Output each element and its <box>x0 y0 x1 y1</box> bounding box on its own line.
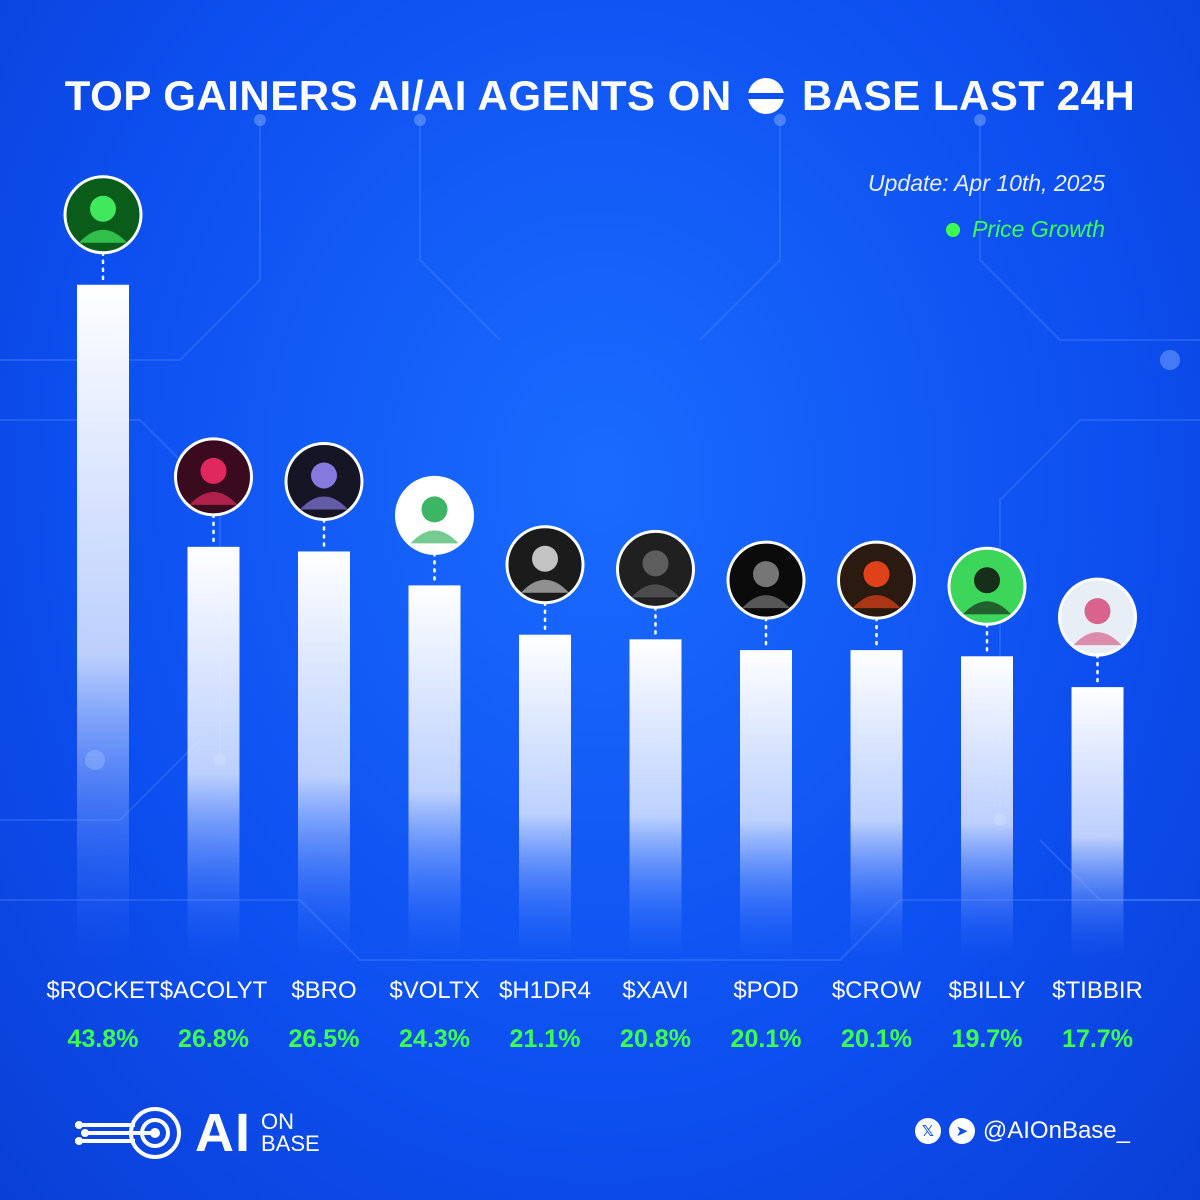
legend: Price Growth <box>946 216 1105 243</box>
value-label-3: 24.3% <box>399 1025 470 1053</box>
legend-dot-icon <box>946 222 961 237</box>
telegram-icon: ➤ <box>948 1118 975 1144</box>
category-label-3: $VOLTX <box>389 977 479 1004</box>
candlestick-chart-icon <box>395 475 474 555</box>
logo-ai-text: AI <box>195 1103 251 1163</box>
value-label-7: 20.1% <box>841 1025 912 1053</box>
bar-9 <box>1071 687 1124 960</box>
category-label-0: $ROCKET <box>46 977 160 1004</box>
plague-crow-icon <box>837 540 916 620</box>
bar-1 <box>187 546 240 960</box>
circuit-target-icon <box>75 1107 181 1159</box>
category-label-9: $TIBBIR <box>1052 977 1143 1004</box>
logo-on: ON <box>261 1109 294 1134</box>
value-label-2: 26.5% <box>289 1025 360 1053</box>
bar-8 <box>961 656 1013 960</box>
logo-base: BASE <box>261 1131 320 1156</box>
swirl-icon <box>726 540 806 620</box>
category-label-4: $H1DR4 <box>499 977 591 1004</box>
category-label-7: $CROW <box>832 977 922 1004</box>
category-label-1: $ACOLYT <box>160 977 268 1004</box>
value-label-9: 17.7% <box>1062 1025 1133 1053</box>
value-label-8: 19.7% <box>952 1025 1023 1053</box>
social-handle: 𝕏 ➤ @AIOnBase_ <box>914 1117 1130 1145</box>
legend-label: Price Growth <box>972 216 1105 242</box>
category-label-6: $POD <box>733 977 798 1004</box>
value-label-4: 21.1% <box>510 1025 581 1053</box>
bar-4 <box>519 634 571 960</box>
bar-7 <box>850 650 903 960</box>
frog-glasses-icon <box>1058 577 1137 657</box>
x-icon: 𝕏 <box>914 1118 941 1144</box>
bar-3 <box>408 585 461 960</box>
value-label-0: 43.8% <box>68 1025 139 1053</box>
category-label-5: $XAVI <box>622 977 688 1004</box>
value-label-5: 20.8% <box>620 1025 691 1053</box>
bar-5 <box>629 639 682 960</box>
bar-6 <box>740 650 792 960</box>
value-label-6: 20.1% <box>731 1025 802 1053</box>
update-date: Update: Apr 10th, 2025 <box>868 170 1105 196</box>
robot-head-icon <box>284 441 364 521</box>
bar-0 <box>77 284 129 960</box>
base-logo-icon <box>747 78 784 114</box>
handle-text: @AIOnBase_ <box>982 1117 1130 1144</box>
hooded-figure-icon <box>616 529 695 609</box>
title-left: TOP GAINERS AI/AI AGENTS ON <box>64 72 732 119</box>
ai-on-base-logo: AI ON BASE <box>75 1102 320 1164</box>
title-right: BASE LAST 24H <box>802 72 1136 119</box>
headphones-silhouette-icon <box>947 546 1027 626</box>
chart-title: TOP GAINERS AI/AI AGENTS ON BASE LAST 24… <box>0 72 1200 120</box>
dragon-emblem-icon <box>505 525 585 605</box>
red-circuit-head-icon <box>174 437 253 517</box>
bar-2 <box>298 551 350 960</box>
pixel-cat-coder-icon <box>63 175 143 255</box>
category-label-8: $BILLY <box>949 977 1026 1004</box>
value-label-1: 26.8% <box>178 1025 249 1053</box>
category-label-2: $BRO <box>291 977 356 1004</box>
logo-onbase-text: ON BASE <box>261 1111 320 1155</box>
